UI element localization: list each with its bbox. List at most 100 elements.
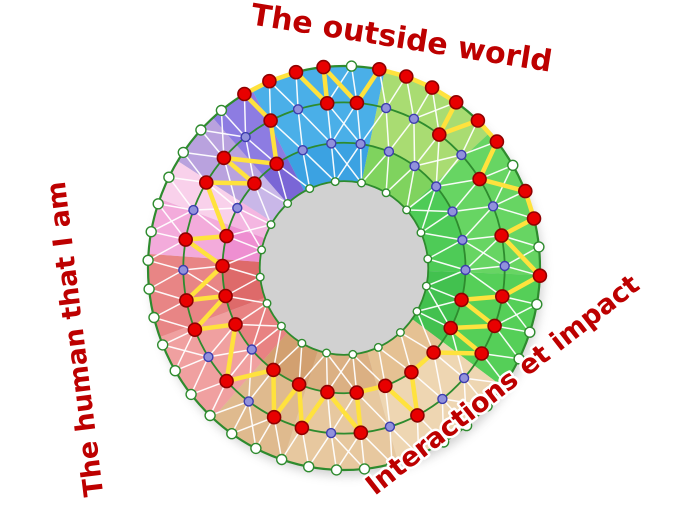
- milestone-node-red[interactable]: [526, 211, 542, 226]
- milestone-node-red[interactable]: [266, 362, 281, 378]
- wheel-node[interactable]: [177, 146, 190, 159]
- milestone-node-red[interactable]: [454, 292, 469, 308]
- wheel-node[interactable]: [266, 220, 276, 230]
- wheel-node[interactable]: [178, 264, 189, 276]
- milestone-node-red[interactable]: [517, 183, 533, 199]
- milestone-node-red[interactable]: [487, 318, 502, 334]
- milestone-node-red[interactable]: [247, 176, 262, 191]
- milestone-node-red[interactable]: [294, 420, 310, 436]
- wheel-node[interactable]: [303, 461, 315, 473]
- milestone-node-red[interactable]: [398, 69, 414, 84]
- wheel-node[interactable]: [384, 421, 396, 432]
- wheel-node[interactable]: [460, 419, 473, 432]
- milestone-node-red[interactable]: [199, 175, 214, 190]
- wheel-node[interactable]: [531, 298, 543, 310]
- wheel-node[interactable]: [357, 178, 367, 188]
- wheel-node[interactable]: [373, 342, 383, 352]
- wheel-node[interactable]: [143, 283, 155, 295]
- wheel-node[interactable]: [437, 436, 450, 448]
- milestone-node-red[interactable]: [377, 378, 393, 394]
- wheel-node[interactable]: [499, 260, 510, 272]
- wheel-node[interactable]: [380, 102, 392, 114]
- wheel-node[interactable]: [412, 306, 422, 316]
- milestone-node-red[interactable]: [494, 228, 509, 243]
- wheel-node[interactable]: [431, 181, 442, 192]
- milestone-node-red[interactable]: [266, 409, 282, 425]
- wheel-node[interactable]: [481, 400, 493, 412]
- wheel-node[interactable]: [250, 442, 262, 455]
- milestone-node-red[interactable]: [320, 384, 335, 400]
- milestone-node-red[interactable]: [443, 320, 459, 336]
- wheel-node[interactable]: [345, 60, 358, 72]
- milestone-node-red[interactable]: [179, 293, 194, 308]
- wheel-node[interactable]: [386, 458, 398, 470]
- milestone-node-red[interactable]: [288, 64, 304, 80]
- wheel-node[interactable]: [243, 396, 254, 407]
- wheel-node[interactable]: [423, 254, 433, 264]
- milestone-node-red[interactable]: [219, 228, 234, 244]
- wheel-node[interactable]: [507, 159, 519, 172]
- milestone-node-red[interactable]: [216, 150, 232, 166]
- wheel-node[interactable]: [188, 204, 199, 216]
- wheel-node[interactable]: [297, 144, 308, 156]
- wheel-node[interactable]: [232, 202, 243, 214]
- wheel-node[interactable]: [246, 344, 258, 355]
- wheel-node[interactable]: [457, 234, 468, 246]
- wheel-node[interactable]: [421, 281, 431, 291]
- wheel-node[interactable]: [257, 245, 267, 255]
- milestone-node-red[interactable]: [349, 385, 365, 400]
- wheel-node[interactable]: [487, 201, 499, 212]
- milestone-node-red[interactable]: [349, 95, 365, 111]
- wheel-node[interactable]: [203, 351, 214, 363]
- wheel-node[interactable]: [195, 124, 207, 136]
- wheel-node[interactable]: [330, 464, 343, 476]
- wheel-node[interactable]: [156, 339, 169, 351]
- milestone-node-red[interactable]: [371, 62, 387, 77]
- wheel-node[interactable]: [215, 104, 228, 117]
- milestone-node-red[interactable]: [218, 288, 233, 304]
- milestone-node-red[interactable]: [532, 268, 548, 284]
- milestone-node-red[interactable]: [404, 364, 419, 380]
- wheel-node[interactable]: [326, 138, 337, 149]
- wheel-node[interactable]: [348, 349, 358, 359]
- milestone-node-red[interactable]: [237, 86, 252, 102]
- milestone-node-red[interactable]: [178, 232, 193, 247]
- milestone-node-red[interactable]: [426, 345, 441, 360]
- wheel-node[interactable]: [148, 311, 160, 324]
- wheel-node[interactable]: [499, 377, 511, 390]
- wheel-node[interactable]: [169, 365, 181, 377]
- milestone-node-red[interactable]: [489, 134, 505, 149]
- wheel-node[interactable]: [204, 409, 216, 422]
- wheel-node[interactable]: [412, 449, 425, 461]
- milestone-node-red[interactable]: [494, 289, 510, 304]
- wheel-node[interactable]: [240, 131, 251, 143]
- milestone-node-red[interactable]: [219, 373, 234, 389]
- wheel-node[interactable]: [409, 160, 420, 172]
- milestone-node-red[interactable]: [316, 59, 331, 75]
- wheel-node[interactable]: [408, 113, 420, 125]
- wheel-node[interactable]: [395, 328, 405, 338]
- wheel-node[interactable]: [163, 171, 175, 183]
- sector-tan-mid-outer[interactable]: [283, 387, 398, 470]
- sector-magenta-outer[interactable]: [148, 198, 230, 260]
- wheel-node[interactable]: [355, 138, 366, 150]
- wheel-node[interactable]: [456, 149, 467, 161]
- milestone-node-red[interactable]: [474, 346, 490, 361]
- wheel-node[interactable]: [322, 348, 332, 358]
- wheel-node[interactable]: [513, 353, 525, 365]
- wheel-node[interactable]: [533, 241, 545, 253]
- wheel-node[interactable]: [276, 321, 286, 331]
- wheel-node[interactable]: [283, 198, 293, 208]
- wheel-node[interactable]: [255, 272, 265, 282]
- milestone-node-red[interactable]: [215, 258, 230, 274]
- wheel-node[interactable]: [226, 428, 238, 440]
- wheel-node[interactable]: [276, 453, 288, 466]
- wheel-node[interactable]: [325, 427, 337, 439]
- sector-red-light-outer[interactable]: [159, 310, 263, 419]
- wheel-node[interactable]: [447, 206, 458, 217]
- milestone-node-red[interactable]: [319, 96, 335, 111]
- sector-tan-mid-inner[interactable]: [306, 350, 378, 394]
- milestone-node-red[interactable]: [291, 377, 307, 392]
- milestone-node-red[interactable]: [263, 113, 278, 128]
- wheel-node[interactable]: [305, 184, 315, 194]
